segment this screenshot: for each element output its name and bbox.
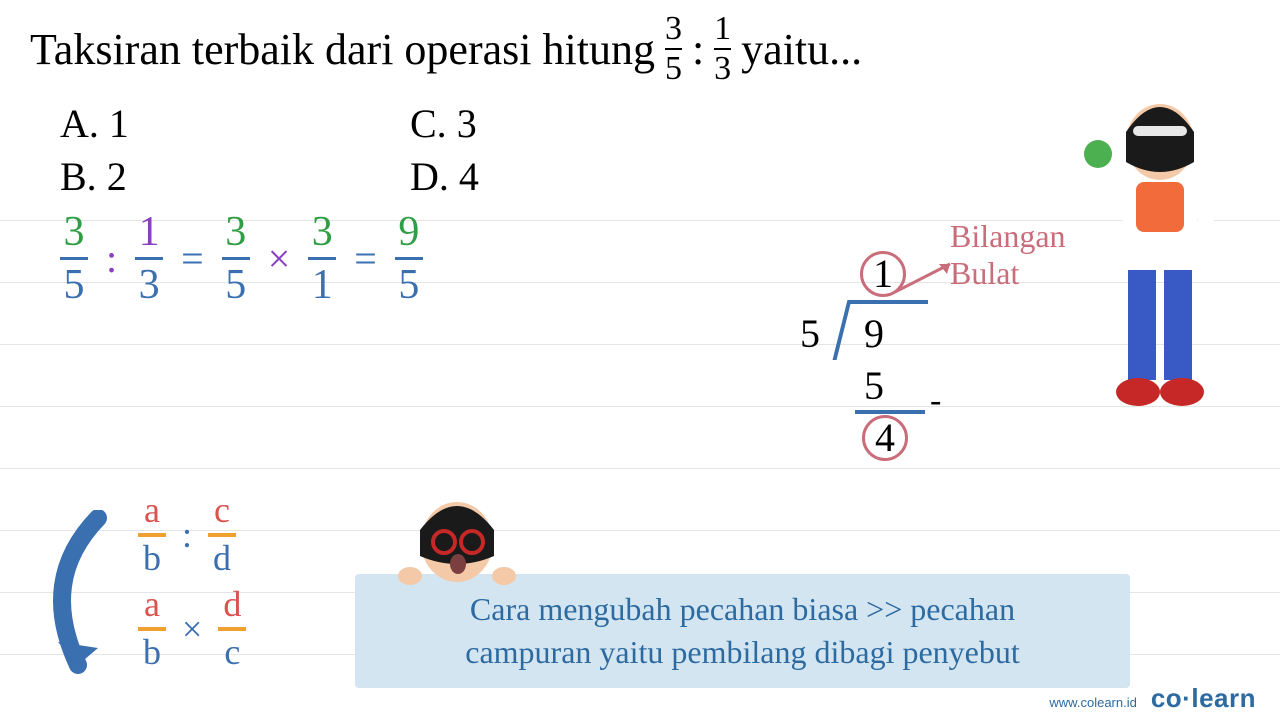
option-A: A. 1 xyxy=(60,100,410,147)
footer: www.colearn.id co·learn xyxy=(1049,683,1256,714)
eq-frac-5: 9 5 xyxy=(395,210,423,307)
option-C: C. 3 xyxy=(410,100,610,147)
question-frac-1: 3 5 xyxy=(665,12,682,86)
rule-row-2: a b × d c xyxy=(128,582,256,676)
remainder: 4 xyxy=(862,414,908,461)
eq-frac-3: 3 5 xyxy=(222,210,250,307)
minus-sign: - xyxy=(930,382,941,420)
subtrahend: 5 xyxy=(864,362,884,409)
worked-equation: 3 5 : 1 3 = 3 5 × 3 1 = 9 5 xyxy=(60,210,423,307)
teacher-illustration xyxy=(1070,92,1250,432)
dividend: 9 xyxy=(864,310,884,357)
option-D: D. 4 xyxy=(410,153,610,200)
tip-callout: Cara mengubah pecahan biasa >> pecahan c… xyxy=(355,574,1130,688)
eq-op-1: : xyxy=(106,235,117,282)
question-pre: Taksiran terbaik dari operasi hitung xyxy=(30,24,655,75)
peeking-student-illustration xyxy=(392,490,522,590)
rule1-frac2: c d xyxy=(208,492,236,578)
quotient-annotation: Bilangan Bulat xyxy=(950,218,1066,292)
rule2-frac1: a b xyxy=(138,586,166,672)
eq-frac-2: 1 3 xyxy=(135,210,163,307)
eq-op-2: × xyxy=(268,235,291,282)
eq-frac-1: 3 5 xyxy=(60,210,88,307)
question-frac-2: 1 3 xyxy=(714,12,731,86)
footer-url: www.colearn.id xyxy=(1049,695,1136,710)
fraction-rule: a b : c d a b × d c xyxy=(128,488,256,676)
eq-frac-4: 3 1 xyxy=(308,210,336,307)
eq-eq-1: = xyxy=(181,235,204,282)
question-post: yaitu... xyxy=(741,24,862,75)
rule2-frac2: d c xyxy=(218,586,246,672)
eq-eq-2: = xyxy=(354,235,377,282)
curved-arrow-icon xyxy=(28,510,128,690)
rule-row-1: a b : c d xyxy=(128,488,256,582)
rule1-frac1: a b xyxy=(138,492,166,578)
question-text: Taksiran terbaik dari operasi hitung 3 5… xyxy=(30,12,862,86)
rule2-op: × xyxy=(182,608,202,650)
rule1-op: : xyxy=(182,514,192,556)
question-op: : xyxy=(692,24,704,75)
option-B: B. 2 xyxy=(60,153,410,200)
divisor: 5 xyxy=(800,310,820,357)
division-bar-top xyxy=(848,300,928,304)
brand-logo: co·learn xyxy=(1151,683,1256,714)
answer-options: A. 1 C. 3 B. 2 D. 4 xyxy=(60,100,610,200)
